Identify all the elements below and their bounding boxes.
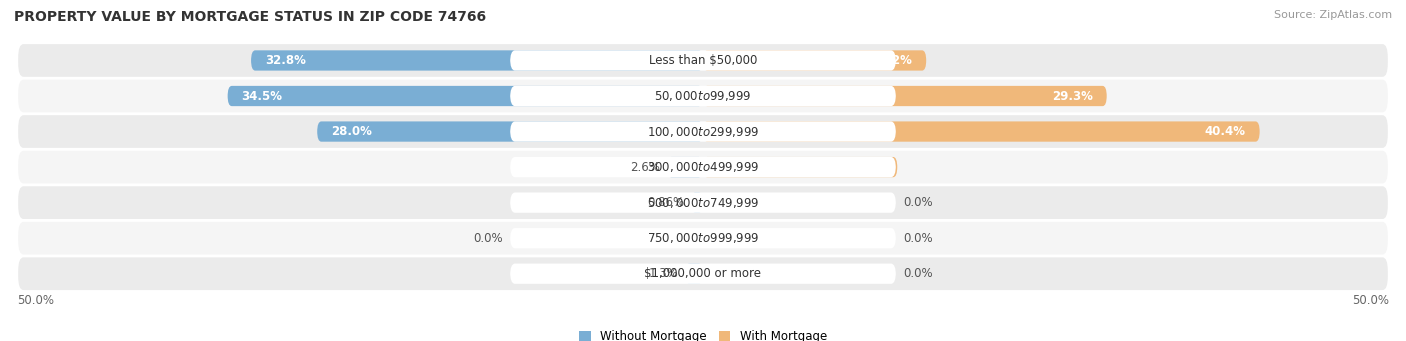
Text: 34.5%: 34.5% [242, 89, 283, 103]
FancyBboxPatch shape [703, 86, 1107, 106]
FancyBboxPatch shape [18, 186, 1388, 219]
FancyBboxPatch shape [252, 50, 703, 71]
Text: 14.1%: 14.1% [842, 161, 883, 174]
FancyBboxPatch shape [228, 86, 703, 106]
Legend: Without Mortgage, With Mortgage: Without Mortgage, With Mortgage [579, 330, 827, 341]
Text: 28.0%: 28.0% [330, 125, 371, 138]
Text: PROPERTY VALUE BY MORTGAGE STATUS IN ZIP CODE 74766: PROPERTY VALUE BY MORTGAGE STATUS IN ZIP… [14, 10, 486, 24]
Text: $300,000 to $499,999: $300,000 to $499,999 [647, 160, 759, 174]
Text: 32.8%: 32.8% [264, 54, 305, 67]
Text: 2.6%: 2.6% [630, 161, 661, 174]
FancyBboxPatch shape [318, 121, 703, 142]
FancyBboxPatch shape [510, 228, 896, 248]
Text: 0.0%: 0.0% [903, 196, 932, 209]
FancyBboxPatch shape [510, 193, 896, 213]
Text: 29.3%: 29.3% [1052, 89, 1092, 103]
FancyBboxPatch shape [668, 157, 703, 177]
FancyBboxPatch shape [510, 86, 896, 106]
Text: 40.4%: 40.4% [1205, 125, 1246, 138]
FancyBboxPatch shape [703, 157, 897, 177]
Text: 0.86%: 0.86% [647, 196, 685, 209]
FancyBboxPatch shape [18, 115, 1388, 148]
Text: $50,000 to $99,999: $50,000 to $99,999 [654, 89, 752, 103]
Text: 0.0%: 0.0% [903, 232, 932, 245]
Text: 1.3%: 1.3% [648, 267, 678, 280]
FancyBboxPatch shape [703, 121, 1260, 142]
FancyBboxPatch shape [510, 50, 896, 71]
Text: 50.0%: 50.0% [1353, 294, 1389, 307]
FancyBboxPatch shape [510, 157, 896, 177]
Text: Less than $50,000: Less than $50,000 [648, 54, 758, 67]
FancyBboxPatch shape [18, 44, 1388, 77]
Text: $500,000 to $749,999: $500,000 to $749,999 [647, 196, 759, 210]
FancyBboxPatch shape [18, 80, 1388, 112]
FancyBboxPatch shape [685, 264, 703, 284]
FancyBboxPatch shape [510, 121, 896, 142]
FancyBboxPatch shape [18, 257, 1388, 290]
Text: Source: ZipAtlas.com: Source: ZipAtlas.com [1274, 10, 1392, 20]
Text: 0.0%: 0.0% [903, 267, 932, 280]
Text: $1,000,000 or more: $1,000,000 or more [644, 267, 762, 280]
Text: $100,000 to $299,999: $100,000 to $299,999 [647, 124, 759, 138]
Text: $750,000 to $999,999: $750,000 to $999,999 [647, 231, 759, 245]
FancyBboxPatch shape [18, 151, 1388, 183]
Text: 16.2%: 16.2% [872, 54, 912, 67]
Text: 0.0%: 0.0% [474, 232, 503, 245]
FancyBboxPatch shape [510, 264, 896, 284]
FancyBboxPatch shape [692, 193, 703, 213]
FancyBboxPatch shape [703, 50, 927, 71]
Text: 50.0%: 50.0% [17, 294, 53, 307]
FancyBboxPatch shape [18, 222, 1388, 254]
